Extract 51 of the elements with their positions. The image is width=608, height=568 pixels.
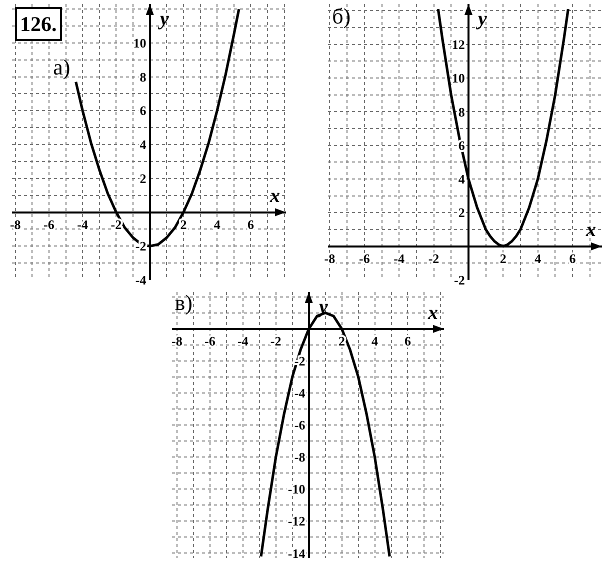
x-axis-title: x <box>427 302 438 324</box>
x-tick-label: 6 <box>569 250 576 266</box>
annotation: 126. <box>20 12 57 36</box>
y-tick-label: -14 <box>288 546 306 561</box>
chart-title: в) <box>174 290 192 316</box>
y-tick-label: 8 <box>458 104 466 120</box>
x-tick-label: -6 <box>44 216 55 232</box>
x-tick-label: -8 <box>324 250 336 266</box>
x-tick-label: 4 <box>372 333 379 348</box>
y-axis-title: y <box>476 8 487 30</box>
x-tick-label: -8 <box>10 216 22 232</box>
x-tick-label: -4 <box>237 333 249 348</box>
x-tick-label: -2 <box>110 216 122 232</box>
x-tick-label: -2 <box>270 333 282 348</box>
x-tick-label: 2 <box>500 250 506 266</box>
x-tick-label: 4 <box>214 216 221 232</box>
x-tick-label: 4 <box>534 250 542 266</box>
text: а) <box>53 54 70 80</box>
x-axis-title: x <box>585 219 596 241</box>
x-tick-label: -4 <box>394 250 406 266</box>
y-tick-label: -2 <box>135 238 146 254</box>
y-tick-label: -4 <box>294 386 306 400</box>
y-tick-label: -2 <box>454 272 465 288</box>
y-tick-label: -10 <box>288 482 306 497</box>
y-tick-label: 2 <box>140 170 146 186</box>
x-tick-label: -2 <box>428 250 440 266</box>
y-tick-label: -12 <box>288 514 306 529</box>
y-tick-label: -8 <box>294 450 306 465</box>
y-tick-label: 10 <box>133 35 146 50</box>
y-tick-label: 2 <box>458 205 465 220</box>
chart-title: б) <box>332 4 351 29</box>
x-tick-label: 6 <box>404 333 412 348</box>
x-tick-label: -8 <box>172 333 183 348</box>
x-tick-label: 2 <box>180 216 187 232</box>
y-tick-label: -4 <box>135 272 147 288</box>
x-axis-title: x <box>269 185 280 207</box>
y-tick-label: 4 <box>458 172 466 187</box>
x-tick-label: -4 <box>77 216 89 232</box>
y-axis-title: y <box>158 8 169 30</box>
x-tick-label: 2 <box>338 333 346 348</box>
y-tick-label: 10 <box>452 70 465 86</box>
y-tick-label: -6 <box>294 418 306 433</box>
y-tick-label: 6 <box>140 103 147 118</box>
x-tick-label: 6 <box>247 216 254 232</box>
x-tick-label: -6 <box>204 333 216 348</box>
y-tick-label: 12 <box>452 36 465 52</box>
y-tick-label: 8 <box>140 69 147 84</box>
x-tick-label: -6 <box>359 250 370 266</box>
y-tick-label: 4 <box>140 137 147 152</box>
y-tick-label: 6 <box>458 138 466 153</box>
y-tick-label: -2 <box>294 353 306 368</box>
